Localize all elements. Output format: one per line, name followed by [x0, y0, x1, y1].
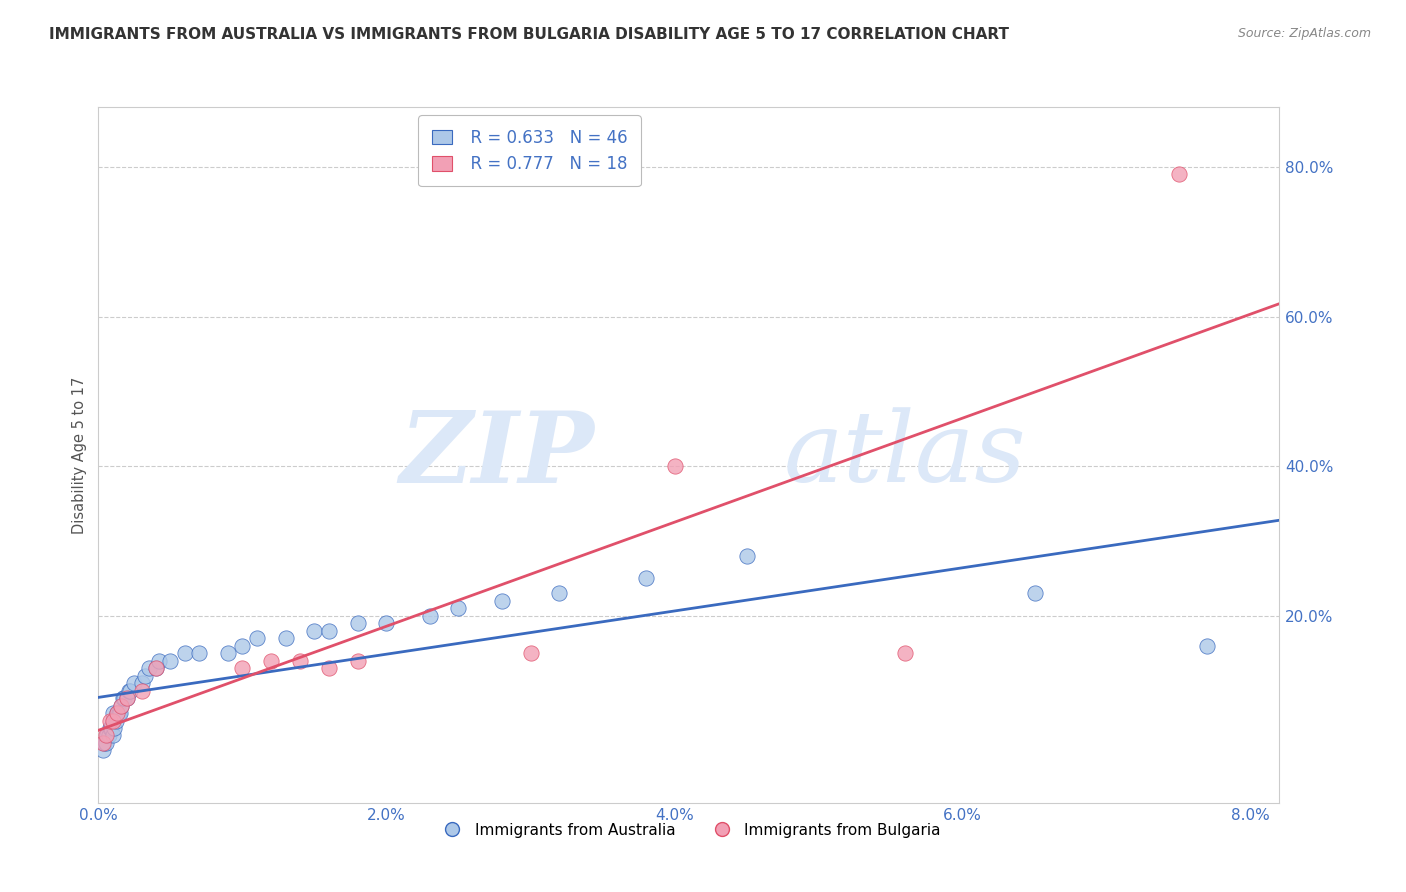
Text: ZIP: ZIP	[399, 407, 595, 503]
Text: atlas: atlas	[783, 408, 1026, 502]
Text: IMMIGRANTS FROM AUSTRALIA VS IMMIGRANTS FROM BULGARIA DISABILITY AGE 5 TO 17 COR: IMMIGRANTS FROM AUSTRALIA VS IMMIGRANTS …	[49, 27, 1010, 42]
Text: Source: ZipAtlas.com: Source: ZipAtlas.com	[1237, 27, 1371, 40]
Y-axis label: Disability Age 5 to 17: Disability Age 5 to 17	[72, 376, 87, 533]
Legend: Immigrants from Australia, Immigrants from Bulgaria: Immigrants from Australia, Immigrants fr…	[430, 817, 948, 844]
